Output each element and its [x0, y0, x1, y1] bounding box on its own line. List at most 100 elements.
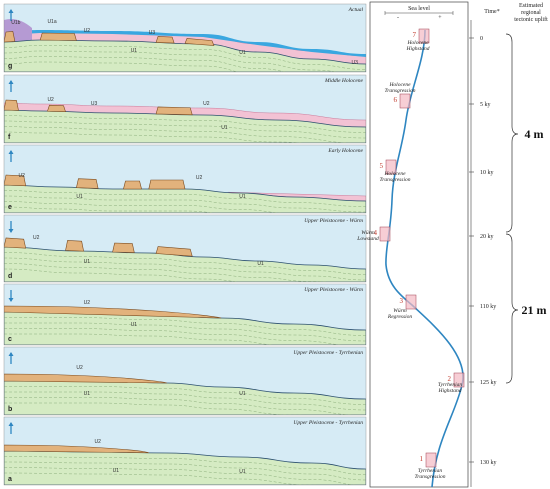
stratum-line — [4, 328, 342, 345]
panel-letter: f — [8, 134, 11, 141]
u2-deposit — [4, 373, 167, 384]
uplift-arrow-up-icon — [8, 422, 14, 434]
unit-label: U1a — [47, 19, 56, 25]
time-tick-label: 110 ky — [480, 304, 496, 310]
unit-label: U3 — [91, 101, 98, 107]
u2-deposit — [112, 242, 135, 253]
stratum-line — [4, 263, 329, 282]
time-tick-label: 20 ky — [480, 234, 494, 240]
stratum-line — [4, 257, 366, 281]
unit-label: U1 — [257, 261, 264, 267]
stratum-line — [4, 333, 274, 345]
panel-e: Early Holocene e U2 U2 U1 U1 — [3, 144, 367, 214]
unit-label: U1b — [11, 20, 20, 26]
panel-letter: c — [8, 336, 12, 343]
unit-label: U2 — [47, 97, 54, 103]
panel-title: Middle Holocene — [324, 78, 364, 84]
stratum-line — [4, 456, 366, 475]
u2-deposit — [4, 99, 19, 111]
stratum-line — [4, 206, 214, 213]
stratum-line — [4, 50, 338, 72]
stage-box — [405, 294, 417, 310]
unit-label: U1 — [76, 194, 83, 200]
unit-label: U1 — [239, 469, 246, 475]
time-ticks: 0 5 ky 10 ky 20 ky 110 ky 125 ky 130 ky — [469, 36, 497, 466]
u2-deposit — [65, 240, 85, 252]
stage-label: Würm — [361, 230, 374, 236]
panel-title: Upper Pleistocene - Tyrrhenian — [293, 350, 363, 356]
unit-label: U3 — [149, 30, 156, 36]
uplift-arrow-up-icon — [8, 150, 14, 162]
stage-label: Transgression — [385, 88, 416, 94]
panel-letter: b — [8, 406, 12, 413]
stratum-line — [4, 397, 354, 415]
stage-box — [385, 159, 397, 175]
u2-deposit — [155, 246, 193, 257]
panel-title: Upper Pleistocene - Würm — [304, 218, 363, 224]
unit-label: U2 — [18, 173, 25, 179]
stage-box — [425, 452, 437, 468]
uplift-header-line-3: tectonic uplift — [514, 16, 548, 23]
uplift-value-lower: 21 m — [522, 303, 547, 317]
stage-label: Würm — [393, 308, 406, 314]
unit-label: U1 — [131, 322, 138, 328]
u2-deposit — [184, 38, 215, 46]
uplift-brace-lower — [505, 233, 519, 384]
stage-number: 4 — [374, 229, 378, 237]
stratum-line — [4, 120, 366, 139]
stage-box — [418, 28, 430, 44]
stage-number: 1 — [420, 455, 424, 463]
stage-number: 2 — [448, 375, 452, 383]
stratum-line — [4, 317, 366, 336]
u2-deposit — [155, 36, 175, 44]
stage-number: 3 — [400, 297, 404, 305]
uplift-arrow-up-icon — [8, 80, 14, 92]
time-header: Time* — [484, 9, 499, 15]
stratum-line — [4, 195, 366, 213]
unit-label: U2 — [84, 300, 91, 306]
stage-number: 7 — [413, 31, 417, 39]
u2-deposit — [76, 178, 99, 189]
u2-deposit — [4, 237, 27, 249]
panel-title: Early Holocene — [327, 148, 363, 154]
panel-g: Actual g U1b U1a U2 U3 U1 U1 U3 — [3, 3, 367, 73]
panel-b: Upper Pleistocene - Tyrrhenian b U2 U1 U1 — [3, 346, 367, 416]
unit-label: U1 — [221, 125, 228, 131]
stratum-line — [4, 45, 366, 70]
uplift-column: Estimated regional tectonic uplift 4 m 2… — [505, 3, 548, 384]
stage-label: Transgression — [380, 177, 411, 183]
stage-label: Highstand — [406, 46, 430, 52]
stratum-line — [4, 391, 366, 411]
stage-number: 6 — [394, 96, 398, 104]
stratum-line — [4, 131, 304, 143]
stratum-line — [4, 467, 357, 485]
stage-label: Tyrrhenian — [418, 468, 442, 474]
u2-deposit — [4, 305, 222, 319]
sea-level-stages: 7HoloceneHighstand6HoloceneTransgression… — [356, 28, 465, 480]
panel-letter: g — [8, 63, 12, 70]
unit-label: U1 — [239, 50, 246, 56]
time-tick-label: 125 ky — [480, 380, 497, 386]
stratum-line — [4, 115, 366, 133]
stage-label: Regression — [387, 314, 412, 320]
stratum-line — [4, 126, 352, 143]
unit-label: U1 — [239, 391, 246, 397]
u2-deposit — [4, 31, 16, 43]
unit-label: U1 — [131, 48, 138, 54]
time-tick-label: 10 ky — [480, 170, 494, 176]
panel-letter: e — [8, 204, 12, 211]
panel-title: Upper Pleistocene - Tyrrhenian — [293, 420, 363, 426]
panel-c: Upper Pleistocene - Würm c U2 U1 — [3, 283, 367, 346]
stage-label: Highstand — [438, 388, 462, 394]
stratum-line — [4, 386, 366, 405]
sea-level-header: Sea level — [408, 6, 430, 12]
u2-deposit — [39, 32, 77, 41]
time-column: Time* 0 5 ky 10 ky 20 ky 110 ky 125 ky 130 ky — [469, 9, 500, 487]
stratum-line — [4, 322, 366, 342]
stratum-line — [4, 190, 366, 207]
